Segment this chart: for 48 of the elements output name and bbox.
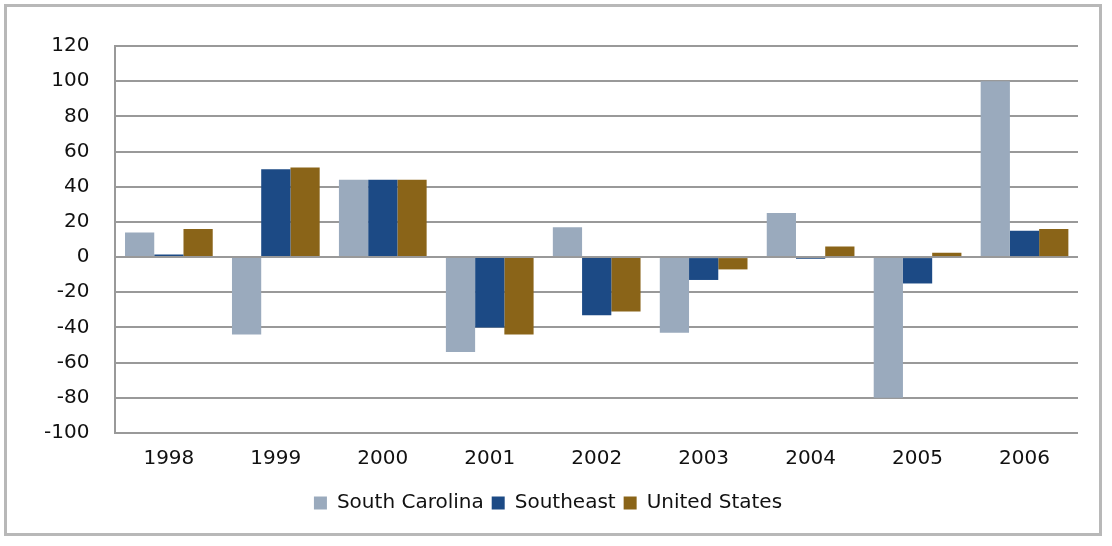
legend-label: South Carolina	[336, 489, 484, 514]
bar	[125, 232, 155, 257]
bar	[718, 258, 748, 270]
bar	[183, 228, 213, 257]
bar	[445, 258, 476, 353]
bar	[231, 258, 262, 335]
y-tick-label: -100	[44, 419, 90, 444]
bar	[980, 81, 1010, 257]
x-tick-label: 1998	[143, 445, 195, 470]
x-tick-label: 2003	[678, 445, 730, 470]
x-tick-label: 1999	[250, 445, 302, 470]
bar	[338, 179, 369, 257]
y-tick-label: 120	[51, 32, 90, 57]
legend-label: Southeast	[514, 489, 616, 514]
legend-label: United States	[646, 489, 783, 514]
y-tick-label: -60	[56, 348, 90, 373]
y-tick-label: 40	[63, 172, 90, 197]
y-tick-label: 80	[63, 102, 90, 127]
bar	[825, 246, 855, 257]
y-tick-label: 100	[51, 67, 90, 92]
bar	[902, 258, 933, 284]
y-tick-label: 0	[76, 243, 90, 268]
bar	[689, 258, 719, 280]
bar	[261, 169, 291, 257]
y-tick-label: 20	[63, 208, 90, 233]
bar	[1009, 230, 1040, 257]
y-tick-label: -80	[56, 384, 90, 409]
bar	[368, 179, 398, 257]
y-tick-label: -20	[56, 278, 90, 303]
bar	[397, 179, 427, 257]
x-tick-label: 2006	[999, 445, 1050, 470]
bar	[1039, 228, 1069, 257]
bar	[766, 213, 796, 257]
bar	[873, 258, 903, 398]
bar	[582, 258, 612, 316]
x-tick-label: 2002	[571, 445, 623, 470]
y-tick-label: 60	[63, 137, 90, 162]
x-tick-label: 2000	[357, 445, 409, 470]
x-tick-label: 2001	[464, 445, 516, 470]
bar	[504, 258, 534, 335]
bar	[475, 258, 505, 328]
y-tick-label: -40	[56, 313, 90, 338]
bar	[290, 167, 320, 257]
bar	[611, 258, 641, 312]
x-tick-label: 2004	[785, 445, 837, 470]
x-tick-label: 2005	[892, 445, 944, 470]
bar	[659, 258, 690, 333]
bar	[552, 227, 583, 257]
